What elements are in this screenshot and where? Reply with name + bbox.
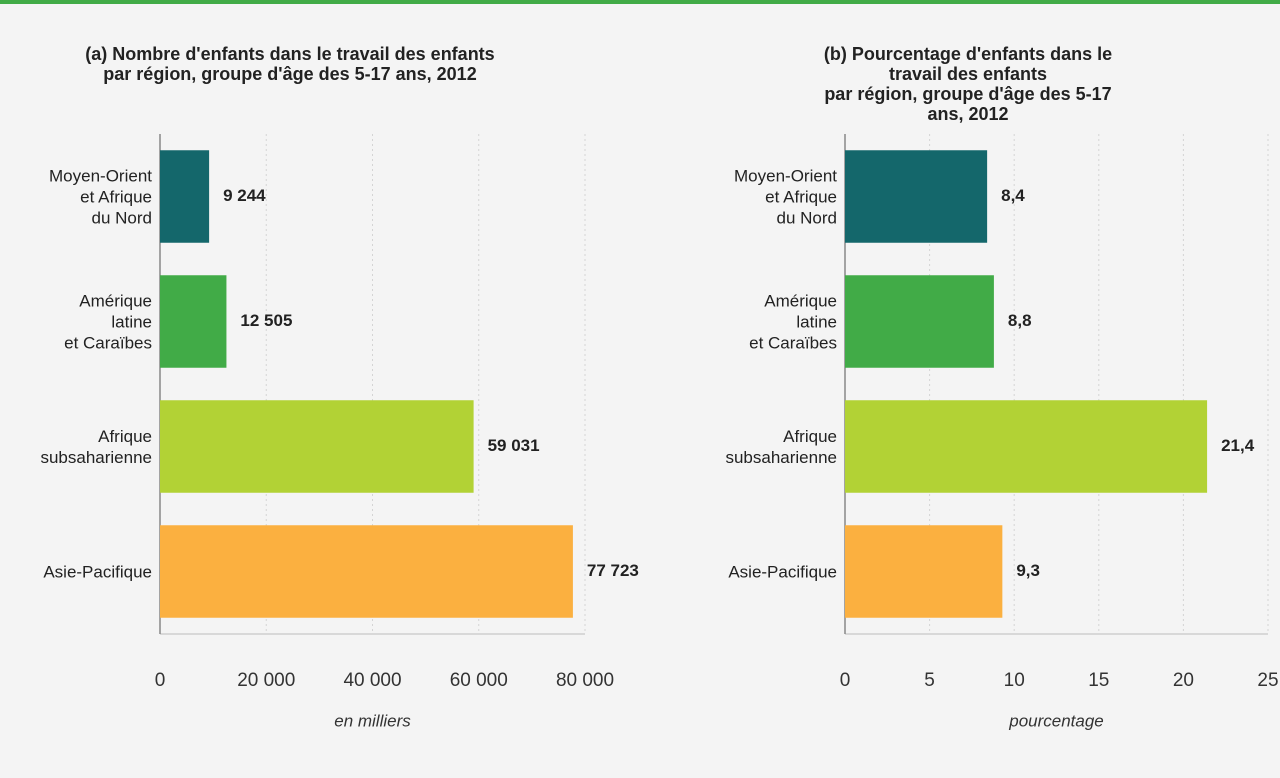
category-label: Amérique latine et Caraïbes [749, 291, 837, 352]
bar [845, 275, 994, 368]
x-tick-label: 60 000 [450, 670, 508, 691]
x-tick-label: 0 [155, 670, 166, 691]
bar [845, 400, 1208, 493]
chart-title: (a) Nombre d'enfants dans le travail des… [85, 44, 495, 84]
x-tick-label: 20 000 [237, 670, 295, 691]
bar [160, 150, 210, 243]
x-tick-label: 5 [924, 670, 935, 691]
x-tick-label: 0 [840, 670, 851, 691]
category-label: Afrique subsaharienne [40, 426, 152, 467]
bar [845, 525, 1003, 618]
x-tick-label: 25 [1257, 670, 1278, 691]
value-label: 8,8 [1008, 311, 1032, 330]
x-axis-title: en milliers [334, 711, 411, 730]
value-label: 8,4 [1001, 186, 1025, 205]
category-label: Afrique subsaharienne [725, 426, 837, 467]
chart-title: (b) Pourcentage d'enfants dans le travai… [823, 44, 1113, 124]
bar [160, 400, 474, 493]
x-tick-label: 20 [1173, 670, 1194, 691]
value-label: 59 031 [488, 436, 540, 455]
bar [845, 150, 988, 243]
category-label: Amérique latine et Caraïbes [64, 291, 152, 352]
category-label: Moyen-Orient et Afrique du Nord [734, 166, 837, 227]
category-label: Asie-Pacifique [728, 562, 837, 581]
category-label: Asie-Pacifique [43, 562, 152, 581]
x-tick-label: 10 [1004, 670, 1025, 691]
charts: 0 20 000 40 000 60 000 80 000 en milliers 9 24… [155, 134, 1279, 730]
value-label: 9 244 [223, 186, 266, 205]
x-tick-label: 80 000 [556, 670, 614, 691]
x-tick-label: 40 000 [343, 670, 401, 691]
value-label: 77 723 [587, 561, 639, 580]
category-label: Moyen-Orient et Afrique du Nord [49, 166, 152, 227]
value-label: 12 505 [240, 311, 292, 330]
bar [160, 525, 573, 618]
x-tick-label: 15 [1088, 670, 1109, 691]
value-label: 21,4 [1221, 436, 1255, 455]
x-axis-title: pourcentage [1008, 711, 1104, 730]
value-label: 9,3 [1016, 561, 1040, 580]
bar [160, 275, 227, 368]
